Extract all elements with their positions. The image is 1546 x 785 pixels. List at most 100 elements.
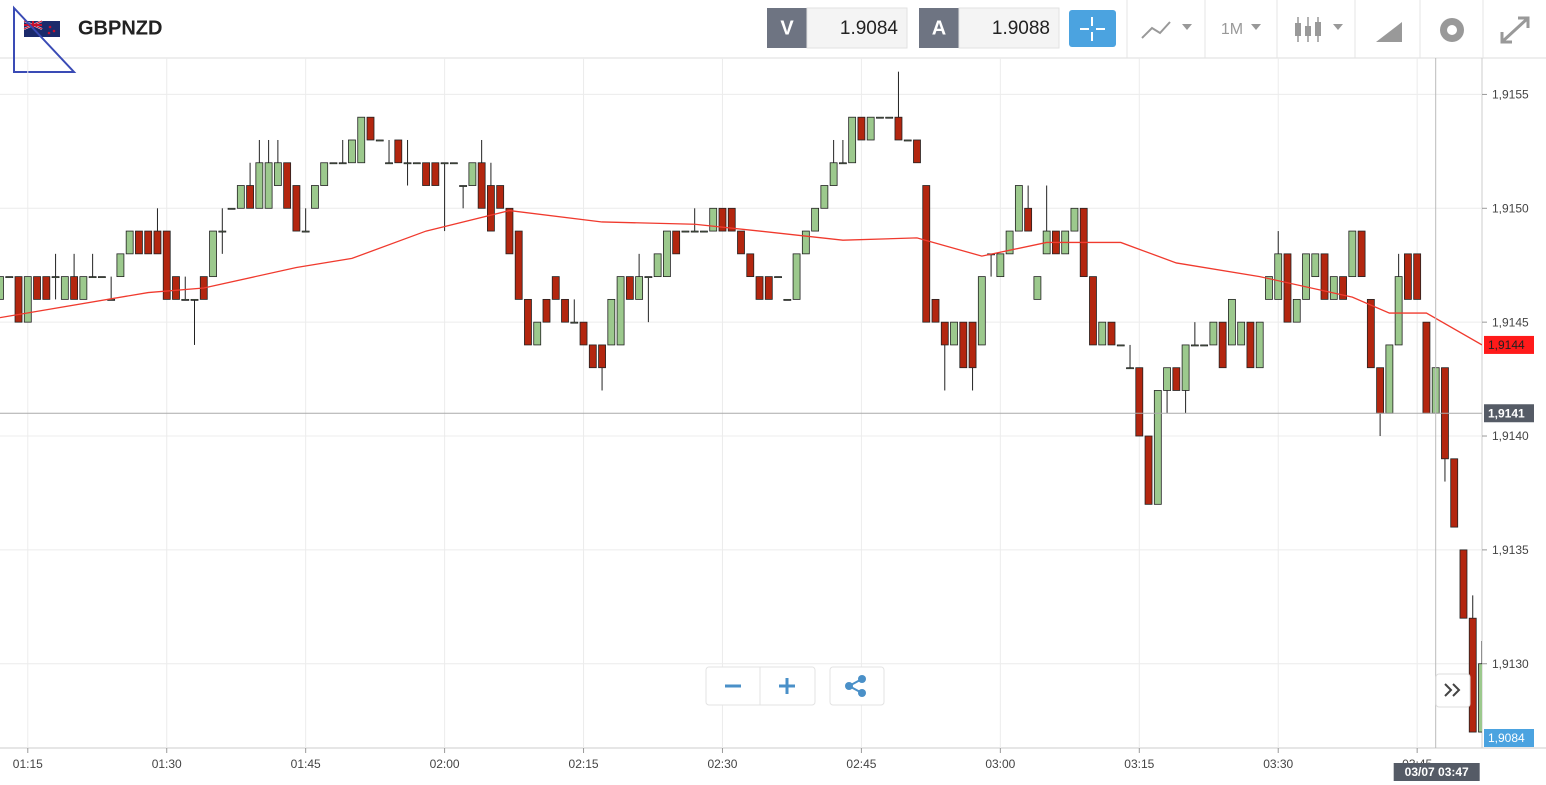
candle-body bbox=[1385, 344, 1394, 414]
candle-body bbox=[1135, 367, 1144, 437]
candle-body bbox=[1181, 344, 1190, 391]
settings-button[interactable] bbox=[1440, 18, 1464, 42]
candle-body bbox=[227, 207, 236, 210]
x-tick-label: 03:30 bbox=[1263, 757, 1293, 771]
candle-body bbox=[811, 207, 819, 232]
candle-body bbox=[246, 185, 254, 209]
moving-average bbox=[0, 209, 1482, 346]
candle-body bbox=[1413, 253, 1422, 300]
candle-body bbox=[922, 185, 931, 323]
candle-body bbox=[33, 276, 41, 300]
candle-body bbox=[1190, 344, 1199, 347]
candle-body bbox=[1172, 367, 1181, 391]
candle-body bbox=[292, 185, 301, 232]
candle-body bbox=[459, 185, 468, 187]
candle-body bbox=[487, 185, 495, 232]
candle-body bbox=[338, 162, 347, 165]
candle-body bbox=[172, 276, 180, 300]
candle-body bbox=[1014, 185, 1023, 232]
candle-body bbox=[144, 230, 153, 255]
candle-body bbox=[792, 253, 801, 300]
candle-body bbox=[700, 230, 708, 233]
bid-price: 1.9084 bbox=[840, 18, 899, 39]
crosshair-y-tag bbox=[1484, 404, 1534, 423]
candle-body bbox=[1209, 321, 1218, 346]
candle-body bbox=[1144, 435, 1153, 505]
last-value-tag bbox=[1484, 335, 1534, 354]
crosshair-button[interactable] bbox=[1069, 10, 1116, 47]
candle-body bbox=[876, 116, 884, 119]
candle-body bbox=[162, 230, 171, 300]
candle-body bbox=[135, 230, 143, 255]
crosshair-x-tag bbox=[1393, 763, 1480, 781]
bid-box[interactable] bbox=[806, 7, 908, 49]
candle-body bbox=[264, 162, 273, 209]
scroll-to-end-button[interactable] bbox=[1435, 673, 1471, 708]
candle-body bbox=[1329, 276, 1338, 300]
candle-body bbox=[1126, 367, 1134, 370]
candle-body bbox=[60, 276, 69, 300]
candle-body bbox=[1255, 321, 1264, 369]
x-tick-label: 02:45 bbox=[846, 757, 876, 771]
candle-body bbox=[505, 207, 514, 255]
candle-body bbox=[1228, 298, 1236, 346]
candle-body bbox=[1422, 321, 1431, 414]
candle-body bbox=[218, 230, 227, 233]
candle-body bbox=[838, 162, 847, 165]
zoom-in-button[interactable] bbox=[779, 678, 795, 694]
candle-body bbox=[422, 162, 430, 186]
candle-body bbox=[320, 162, 329, 186]
candle-body bbox=[116, 253, 125, 278]
candle-body bbox=[866, 116, 875, 141]
candle-body bbox=[468, 162, 477, 186]
candle-body bbox=[857, 116, 866, 141]
candle-body bbox=[1394, 276, 1403, 346]
candle-body bbox=[1404, 253, 1412, 300]
crosshair-x-label: 03/07 03:47 bbox=[1405, 765, 1469, 779]
candle-body bbox=[542, 298, 551, 323]
share-button[interactable] bbox=[829, 666, 885, 706]
fullscreen-button[interactable] bbox=[1500, 16, 1530, 44]
candle-body bbox=[607, 298, 616, 346]
ask-price: 1.9088 bbox=[992, 18, 1050, 39]
y-tick-label: 1,9145 bbox=[1492, 315, 1529, 329]
x-tick-label: 03:15 bbox=[1124, 757, 1154, 771]
candle-body bbox=[653, 253, 662, 278]
timeframe[interactable]: 1M bbox=[1221, 21, 1243, 38]
candle-body bbox=[533, 321, 542, 346]
candle-body bbox=[551, 276, 560, 300]
candle-body bbox=[1024, 207, 1033, 232]
candle-body bbox=[79, 276, 88, 300]
candle-body bbox=[449, 162, 458, 165]
drawing-button[interactable] bbox=[1375, 21, 1402, 42]
candle-body bbox=[1376, 367, 1385, 414]
x-tick-label: 01:30 bbox=[152, 757, 182, 771]
candle-body bbox=[394, 139, 403, 164]
selection-marker bbox=[13, 5, 77, 73]
candle-body bbox=[0, 276, 4, 300]
y-tick-label: 1,9150 bbox=[1492, 201, 1529, 215]
candle-body bbox=[1320, 253, 1329, 300]
candle-body bbox=[635, 276, 644, 300]
candle-body bbox=[913, 139, 921, 164]
candle-body bbox=[14, 276, 23, 323]
candle-body bbox=[959, 321, 968, 369]
candle-body bbox=[1098, 321, 1107, 346]
ask-label-box bbox=[919, 8, 959, 48]
candle-body bbox=[311, 185, 319, 209]
x-tick-label: 01:45 bbox=[291, 757, 321, 771]
ask-box[interactable] bbox=[958, 7, 1060, 49]
candle-body bbox=[1218, 321, 1227, 369]
candle-body bbox=[366, 116, 375, 141]
candle-body bbox=[1116, 344, 1125, 347]
candle-body bbox=[755, 276, 764, 300]
candle-body bbox=[5, 276, 14, 279]
y-tick-label: 1,9155 bbox=[1492, 88, 1529, 102]
candle-body bbox=[329, 162, 338, 165]
chart-type-button[interactable] bbox=[1295, 17, 1343, 42]
candle-body bbox=[181, 298, 190, 301]
candle-body bbox=[801, 230, 810, 255]
indicators-button[interactable] bbox=[1141, 21, 1192, 39]
crosshair-y-label: 1,9141 bbox=[1488, 406, 1525, 420]
ask-label: A bbox=[932, 17, 946, 39]
